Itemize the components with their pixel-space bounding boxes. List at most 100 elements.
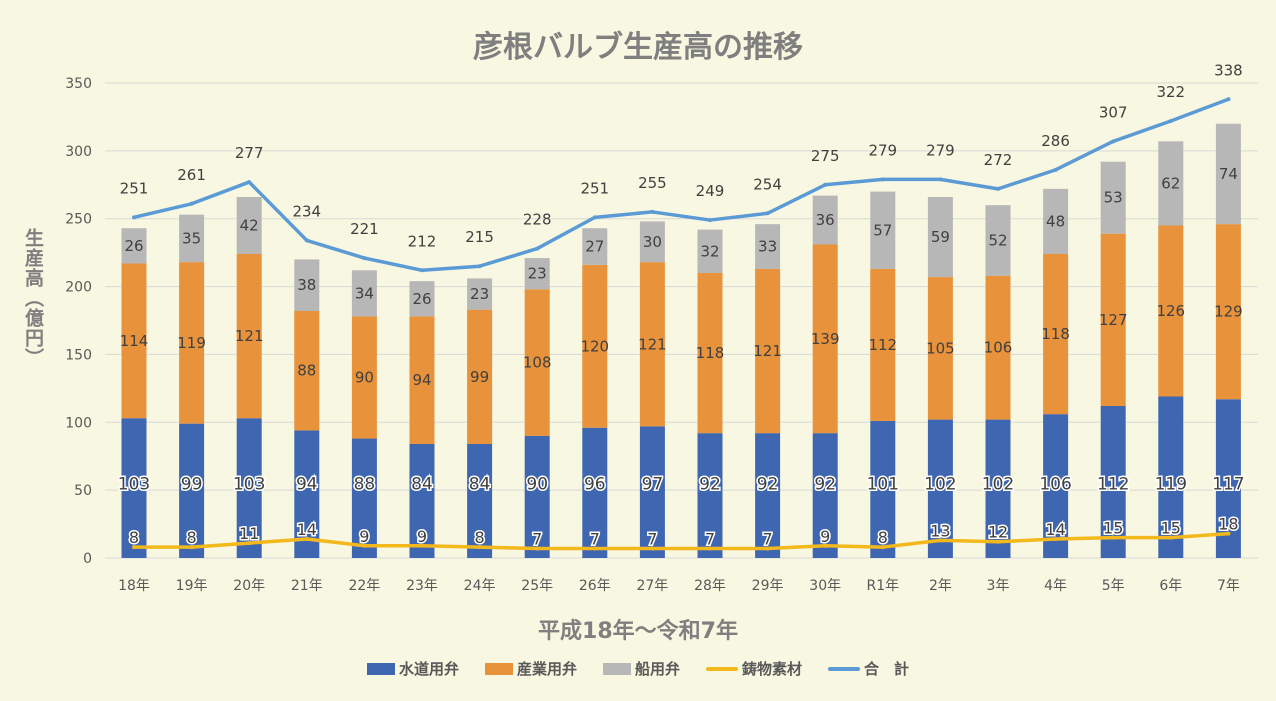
line-point [765, 546, 770, 551]
data-label: 127 [1099, 311, 1128, 329]
bar-2 [467, 278, 493, 310]
data-label: 307 [1099, 103, 1128, 121]
y-tick-label: 250 [65, 212, 92, 228]
bar-0 [351, 438, 377, 558]
bar-0 [179, 423, 205, 558]
line-point [247, 541, 252, 546]
data-label: 90 [355, 369, 374, 387]
line-point [996, 186, 1000, 191]
line-point [1111, 535, 1116, 540]
data-label: 96 [584, 474, 606, 494]
line-point [708, 218, 712, 223]
y-tick-label: 150 [65, 347, 92, 363]
line-point [650, 209, 655, 214]
data-label: 88 [297, 362, 316, 380]
data-label: 35 [182, 229, 201, 247]
data-label: 52 [988, 231, 1007, 249]
y-tick-label: 350 [65, 76, 92, 92]
x-tick-label: 27年 [636, 578, 668, 594]
data-label: 254 [753, 175, 782, 193]
line-point [1111, 139, 1116, 144]
data-label: 27 [585, 238, 604, 256]
legend-item-industrial: 産業用弁 [484, 658, 577, 679]
data-label: 275 [811, 147, 840, 165]
data-label: 92 [757, 474, 779, 494]
bar-2 [524, 258, 550, 290]
data-label: 129 [1214, 303, 1243, 321]
legend-item-marine: 船用弁 [602, 658, 680, 679]
x-tick-label: 28年 [694, 578, 726, 594]
bar-1 [1158, 225, 1184, 397]
x-tick-label: 29年 [752, 578, 784, 594]
data-label: 112 [868, 336, 897, 354]
bar-0 [1043, 414, 1069, 558]
x-tick-label: 23年 [406, 578, 438, 594]
bar-2 [755, 224, 781, 269]
x-tick-label: 26年 [579, 578, 611, 594]
line-point [880, 545, 885, 550]
data-label: 272 [984, 151, 1013, 169]
data-label: 57 [873, 221, 892, 239]
x-tick-label: 3年 [987, 578, 1010, 594]
data-label: 92 [699, 474, 721, 494]
data-label: 286 [1041, 132, 1070, 150]
bar-1 [179, 262, 205, 424]
line-point [132, 215, 136, 220]
data-label: 94 [296, 474, 318, 494]
line-point [477, 264, 482, 269]
x-tick-label: 4年 [1044, 578, 1067, 594]
data-label: 26 [412, 290, 431, 308]
data-label: 118 [696, 344, 725, 362]
data-label: 15 [1103, 519, 1123, 538]
bar-1 [639, 262, 665, 427]
chart-title: 彦根バルブ生産高の推移 [473, 30, 803, 65]
bar-0 [121, 418, 147, 558]
data-label: 23 [528, 265, 547, 283]
bar-2 [1043, 188, 1069, 254]
bar-2 [870, 191, 896, 269]
line-point [477, 545, 482, 550]
bar-2 [582, 228, 608, 265]
bar-2 [351, 270, 377, 317]
data-label: 92 [814, 474, 836, 494]
bar-2 [697, 229, 723, 273]
data-label: 11 [239, 524, 259, 543]
bar-2 [236, 197, 262, 254]
line-point [880, 177, 885, 182]
data-label: 9 [820, 527, 830, 546]
bar-1 [697, 273, 723, 434]
x-tick-label: 21年 [291, 578, 323, 594]
data-label: 99 [181, 474, 203, 494]
data-label: 7 [532, 530, 542, 549]
legend-swatch [706, 666, 738, 671]
line-point [592, 215, 597, 220]
data-label: 251 [120, 179, 149, 197]
data-label: 94 [412, 371, 431, 389]
bar-0 [582, 427, 608, 558]
bar-2 [409, 281, 435, 317]
bar-1 [985, 275, 1011, 420]
line-point [1226, 531, 1231, 536]
bar-1 [351, 316, 377, 439]
data-label: 121 [753, 342, 782, 360]
data-label: 53 [1104, 189, 1123, 207]
data-label: 105 [926, 339, 955, 357]
bar-2 [1100, 161, 1126, 234]
line-casting [134, 531, 1229, 551]
data-label: 32 [700, 242, 719, 260]
x-tick-label: 20年 [233, 578, 265, 594]
x-tick-label: 5年 [1102, 578, 1125, 594]
data-label: 7 [647, 530, 657, 549]
data-label: 215 [465, 228, 494, 246]
line-point [189, 545, 194, 550]
data-label: 126 [1156, 302, 1185, 320]
line-point [304, 537, 309, 541]
line-point [535, 246, 540, 251]
data-label: 114 [120, 332, 149, 350]
line-point [938, 177, 943, 182]
data-label: 7 [590, 530, 600, 549]
bar-1 [582, 264, 608, 428]
bar-2 [121, 228, 147, 264]
data-label: 112 [1097, 474, 1129, 494]
